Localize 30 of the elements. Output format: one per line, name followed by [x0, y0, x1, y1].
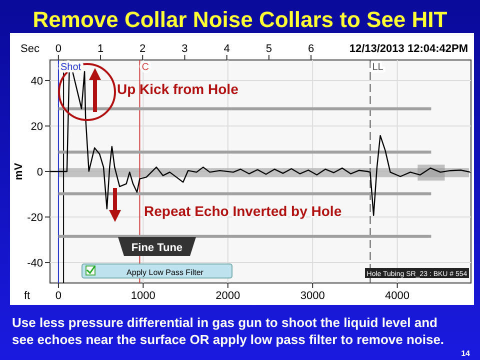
x2-tick-label: 1 — [97, 43, 104, 55]
text: 12/13/2013 12:04:42PM — [349, 43, 468, 55]
x-tick-label: 3000 — [300, 290, 325, 302]
y-tick-label: -40 — [27, 258, 43, 270]
y-axis-title: mV — [13, 162, 25, 180]
x-axis-title: ft — [24, 290, 30, 302]
y-tick-label: 20 — [30, 120, 43, 133]
annotation: Up Kick from Hole — [117, 81, 239, 97]
annotation: Fine Tune — [131, 242, 183, 254]
x2-tick-label: 4 — [224, 43, 230, 55]
y-tick-label: -20 — [27, 212, 43, 224]
y-tick-label: 0 — [36, 166, 43, 178]
ref-line-label: C — [142, 62, 149, 73]
x2-tick-label: 5 — [266, 43, 272, 55]
x2-tick-label: 6 — [308, 43, 314, 55]
annotation: Apply Low Pass Filter — [126, 268, 204, 277]
x-tick-label: 4000 — [385, 290, 410, 302]
x2-tick-label: 3 — [182, 43, 188, 55]
text: Use less pressure differential in gas gun to shoot the liquid level and see echoes near the surface OR apply low pass filter to remove noise. — [12, 315, 444, 347]
x-tick-label: 0 — [55, 290, 62, 302]
x-tick-label: 2000 — [216, 290, 240, 302]
ref-line-label: LL — [372, 62, 384, 73]
y-tick-label: 40 — [30, 75, 43, 88]
x-tick-label: 1000 — [130, 290, 156, 302]
chart-title: Remove Collar Noise Collars to See HIT — [32, 7, 448, 32]
annotation: Repeat Echo Inverted by Hole — [144, 203, 342, 219]
text: 14 — [461, 349, 471, 358]
x2-axis-title: Sec — [20, 43, 40, 55]
x2-tick-label: 0 — [55, 43, 62, 55]
x2-tick-label: 2 — [140, 43, 146, 55]
